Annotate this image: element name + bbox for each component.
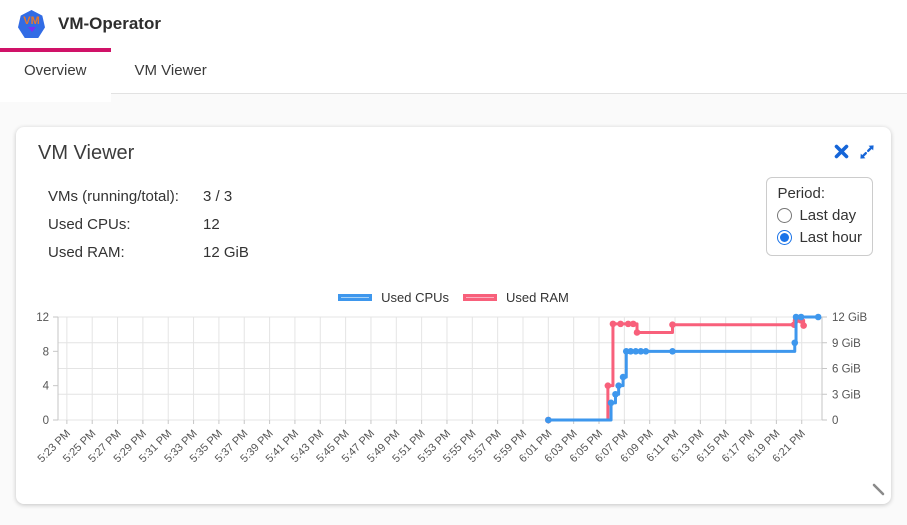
chart-legend: Used CPUs Used RAM	[16, 290, 891, 305]
last-day-label: Last day	[799, 207, 857, 224]
tab-vm-viewer[interactable]: VM Viewer	[111, 48, 231, 93]
usage-chart: 5:23 PM5:25 PM5:27 PM5:29 PM5:31 PM5:33 …	[36, 312, 868, 465]
stat-ram-value: 12 GiB	[203, 244, 249, 261]
close-icon[interactable]	[834, 144, 849, 159]
last-hour-radio[interactable]	[777, 230, 793, 245]
svg-text:9 GiB: 9 GiB	[832, 338, 861, 350]
logo-mark	[27, 27, 36, 32]
stat-cpus-value: 12	[203, 216, 220, 233]
stat-vms-value: 3 / 3	[203, 188, 233, 205]
svg-text:3 GiB: 3 GiB	[832, 389, 861, 401]
stat-ram: Used RAM: 12 GiB	[48, 244, 249, 261]
stats-panel: VMs (running/total): 3 / 3 Used CPUs: 12…	[48, 188, 249, 272]
period-option-last-day[interactable]: Last day	[777, 207, 862, 224]
legend-item-used-ram[interactable]: Used RAM	[463, 290, 569, 305]
period-selector: Period: Last day Last hour	[766, 177, 873, 256]
stat-ram-label: Used RAM:	[48, 244, 125, 261]
cpu-legend-swatch-icon	[338, 294, 373, 301]
stat-vms-label: VMs (running/total):	[48, 188, 179, 205]
tab-bar: Overview VM Viewer	[0, 48, 907, 102]
last-day-radio[interactable]	[777, 208, 793, 223]
svg-text:8: 8	[43, 346, 49, 358]
stat-cpus: Used CPUs: 12	[48, 216, 249, 233]
resize-handle[interactable]	[871, 482, 887, 498]
ram-legend-label: Used RAM	[506, 290, 569, 305]
workspace: VM Viewer VMs (running/total): 3 / 3	[0, 94, 907, 525]
chart-area: 5:23 PM 5:25 PM 5:27 PM 5:29 PM 5:31 PM 5:33 …	[16, 305, 891, 490]
app-title: VM-Operator	[58, 14, 161, 33]
svg-text:6 GiB: 6 GiB	[832, 364, 861, 376]
card-actions	[834, 144, 875, 160]
svg-text:12 GiB: 12 GiB	[832, 312, 867, 324]
tab-overview[interactable]: Overview	[0, 48, 111, 102]
vm-viewer-card: VM Viewer VMs (running/total): 3 / 3	[16, 127, 891, 504]
app-header: VM VM-Operator	[0, 0, 907, 48]
tab-overview-label: Overview	[24, 62, 87, 79]
logo-text: VM	[23, 15, 40, 27]
stat-cpus-label: Used CPUs:	[48, 216, 131, 233]
svg-text:4: 4	[43, 381, 50, 393]
cpu-legend-label: Used CPUs	[381, 290, 450, 305]
period-option-last-hour[interactable]: Last hour	[777, 229, 862, 246]
card-title: VM Viewer	[38, 142, 135, 164]
svg-text:0: 0	[832, 415, 838, 427]
tab-vm-viewer-label: VM Viewer	[134, 62, 207, 79]
ram-legend-swatch-icon	[463, 294, 498, 301]
svg-text:0: 0	[43, 415, 49, 427]
app-logo-icon: VM	[18, 10, 45, 38]
period-label: Period:	[777, 185, 825, 202]
last-hour-label: Last hour	[799, 229, 862, 246]
legend-item-used-cpus[interactable]: Used CPUs	[338, 290, 449, 305]
stat-vms: VMs (running/total): 3 / 3	[48, 188, 249, 205]
svg-text:12: 12	[36, 312, 49, 324]
expand-icon[interactable]	[859, 144, 875, 160]
